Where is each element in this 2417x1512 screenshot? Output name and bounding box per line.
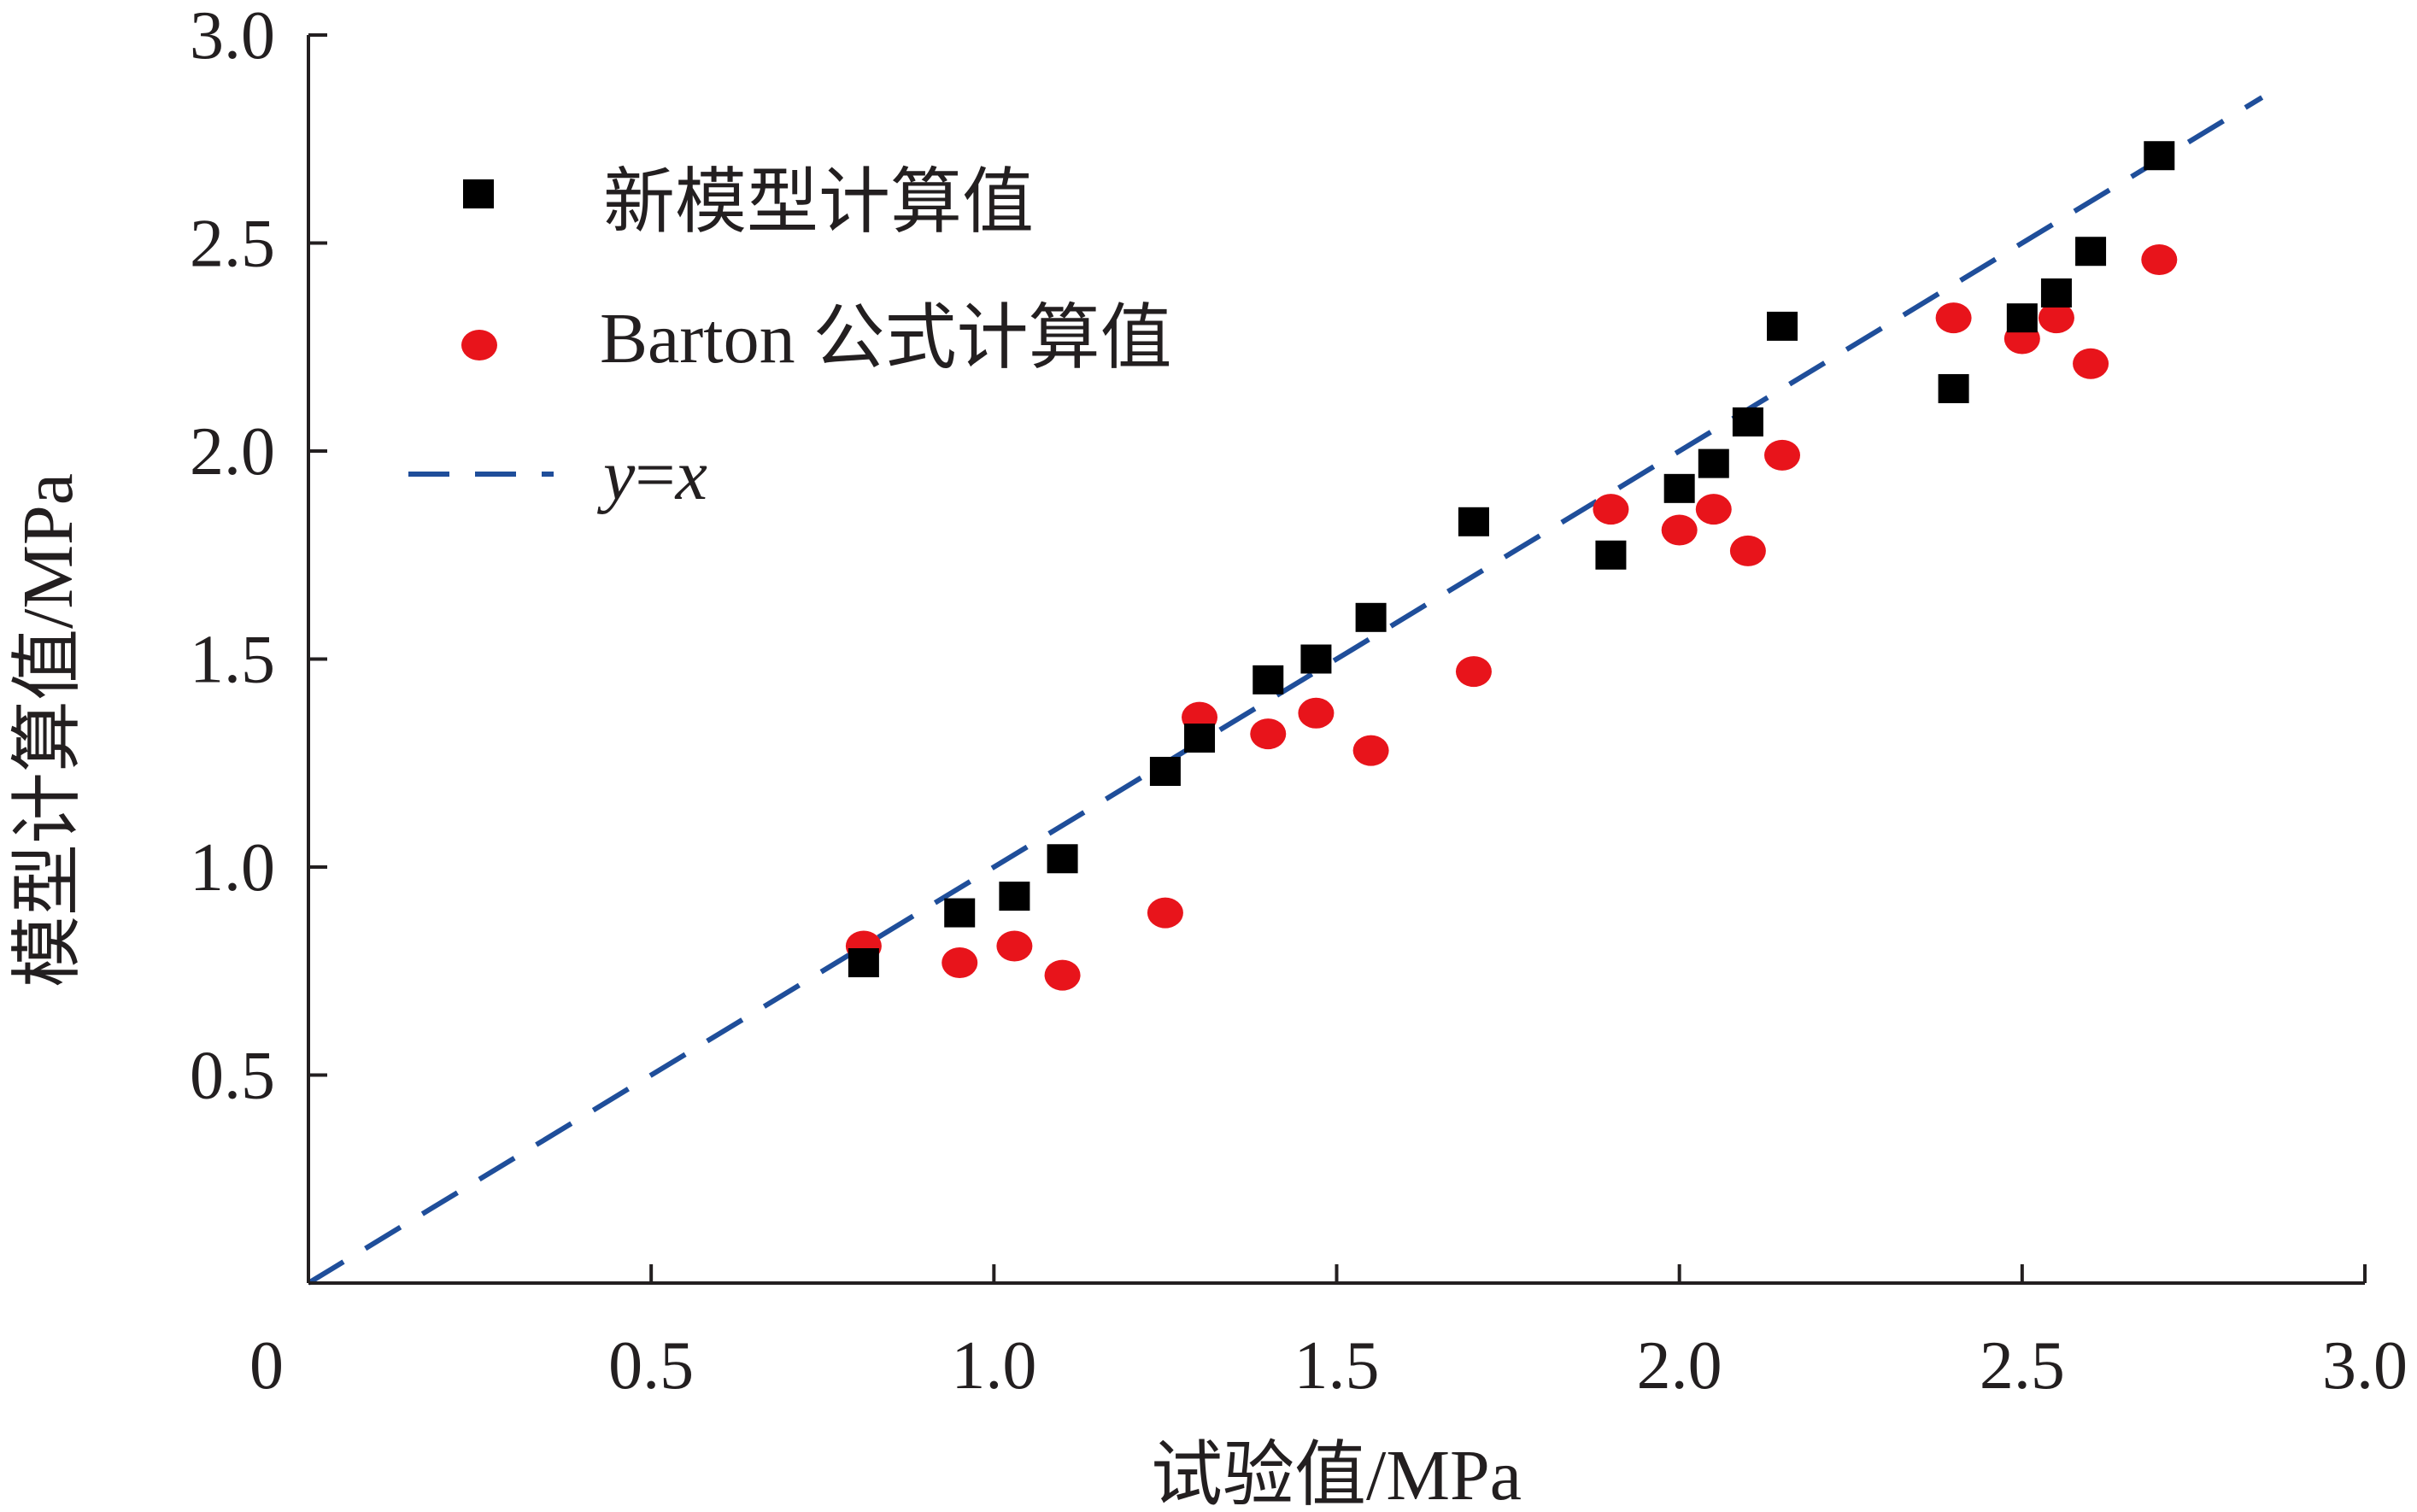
legend-marker-new-model bbox=[463, 179, 494, 208]
new-model-point bbox=[1938, 373, 1969, 403]
barton-point bbox=[2038, 302, 2074, 334]
barton-point bbox=[1764, 439, 1801, 471]
new-model-point bbox=[848, 948, 879, 978]
barton-point bbox=[1147, 897, 1183, 929]
barton-point bbox=[1298, 697, 1335, 729]
y-axis-ticks: 0.5 1.0 1.5 2.0 2.5 3.0 bbox=[190, 0, 327, 1114]
y-tick-label: 1.0 bbox=[190, 830, 275, 905]
x-tick-label: 2.5 bbox=[1980, 1328, 2065, 1404]
new-model-point bbox=[2040, 278, 2072, 308]
barton-point bbox=[2073, 348, 2109, 379]
barton-point bbox=[1593, 494, 1629, 525]
barton-point bbox=[2141, 243, 2178, 275]
y-tick-label: 2.5 bbox=[190, 207, 275, 282]
new-model-point bbox=[1149, 756, 1181, 786]
x-tick-label: 1.5 bbox=[1294, 1328, 1380, 1404]
identity-line bbox=[307, 95, 2264, 1286]
new-model-point bbox=[2075, 237, 2107, 267]
origin-label: 0 bbox=[249, 1328, 284, 1404]
new-model-point bbox=[1184, 724, 1216, 753]
x-tick-label: 1.0 bbox=[951, 1328, 1036, 1404]
new-model-point bbox=[1767, 311, 1798, 341]
legend-marker-barton bbox=[461, 330, 497, 360]
new-model-point bbox=[944, 898, 976, 928]
x-axis-title: 试验值/MPa bbox=[1151, 1436, 1522, 1512]
barton-markers bbox=[845, 243, 2178, 991]
x-tick-label: 2.0 bbox=[1637, 1328, 1722, 1404]
x-axis-ticks: 0.5 1.0 1.5 2.0 2.5 3.0 bbox=[608, 1264, 2408, 1404]
new-model-point bbox=[1732, 407, 1763, 437]
barton-point bbox=[1661, 514, 1698, 546]
barton-point bbox=[1729, 535, 1766, 566]
barton-point bbox=[1044, 959, 1081, 991]
new-model-markers bbox=[848, 141, 2175, 978]
legend-label-identity: y=x bbox=[596, 436, 707, 515]
legend: 新模型计算值 Barton 公式计算值 y=x bbox=[408, 163, 1172, 515]
y-tick-label: 1.5 bbox=[190, 623, 275, 698]
new-model-point bbox=[1355, 602, 1387, 632]
new-model-point bbox=[1458, 507, 1489, 536]
legend-label-new-model: 新模型计算值 bbox=[603, 163, 1034, 243]
barton-point bbox=[1695, 494, 1732, 525]
new-model-point bbox=[1698, 448, 1729, 478]
x-tick-label: 3.0 bbox=[2322, 1328, 2408, 1404]
new-model-point bbox=[1663, 473, 1695, 503]
y-tick-label: 3.0 bbox=[190, 0, 275, 73]
barton-point bbox=[1935, 302, 1972, 334]
new-model-point bbox=[1595, 540, 1627, 570]
new-model-point bbox=[1300, 644, 1332, 674]
y-tick-label: 0.5 bbox=[190, 1039, 275, 1114]
barton-point bbox=[1352, 735, 1389, 766]
barton-point bbox=[1455, 656, 1492, 688]
y-axis-title: 模型计算值/MPa bbox=[9, 473, 88, 987]
new-model-point bbox=[2144, 141, 2175, 171]
new-model-point bbox=[2006, 303, 2038, 333]
barton-point bbox=[996, 930, 1033, 962]
legend-label-barton: Barton 公式计算值 bbox=[600, 299, 1172, 378]
y-tick-label: 2.0 bbox=[190, 414, 275, 489]
barton-point bbox=[1250, 718, 1287, 750]
new-model-point bbox=[999, 882, 1030, 911]
new-model-point bbox=[1047, 844, 1078, 874]
barton-point bbox=[942, 947, 978, 979]
new-model-point bbox=[1252, 665, 1284, 694]
x-tick-label: 0.5 bbox=[608, 1328, 694, 1404]
